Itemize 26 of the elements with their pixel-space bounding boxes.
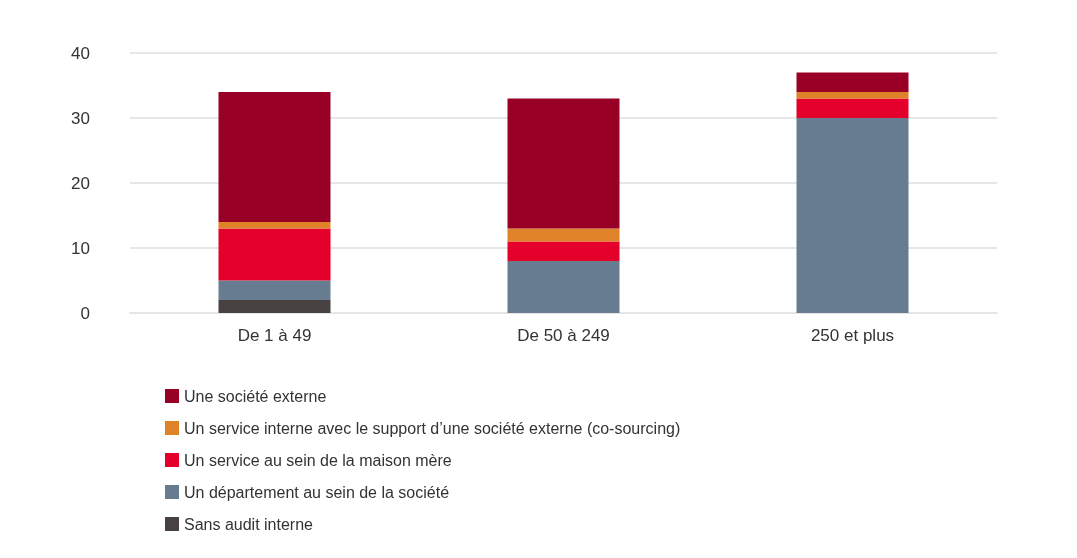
- y-tick-label: 0: [80, 303, 90, 323]
- x-tick-label: 250 et plus: [810, 326, 895, 345]
- bar: [796, 118, 909, 313]
- y-tick-label: 30: [71, 108, 90, 128]
- bar: [507, 98, 620, 229]
- bar: [218, 300, 331, 313]
- legend-label: Un service interne avec le support d’une société externe (co-sourcing): [184, 419, 681, 437]
- legend-label: Un département au sein de la société: [184, 483, 450, 501]
- x-tick-label: De 50 à 249: [517, 326, 610, 345]
- y-tick-label: 20: [71, 173, 90, 193]
- bar: [796, 72, 909, 92]
- bar: [507, 241, 620, 261]
- bar: [507, 228, 620, 242]
- bar: [218, 228, 331, 281]
- bar: [507, 261, 620, 313]
- legend-label: Une société externe: [184, 387, 327, 405]
- x-tick-label: De 1 à 49: [237, 326, 312, 345]
- legend-label: Un service au sein de la maison mère: [184, 451, 452, 469]
- bar: [218, 222, 331, 229]
- bar: [218, 92, 331, 222]
- y-tick-label: 40: [71, 43, 90, 63]
- bar: [796, 92, 909, 99]
- legend-label: Sans audit interne: [184, 515, 314, 533]
- bar: [218, 280, 331, 300]
- bar: [796, 98, 909, 118]
- y-tick-label: 10: [71, 238, 90, 258]
